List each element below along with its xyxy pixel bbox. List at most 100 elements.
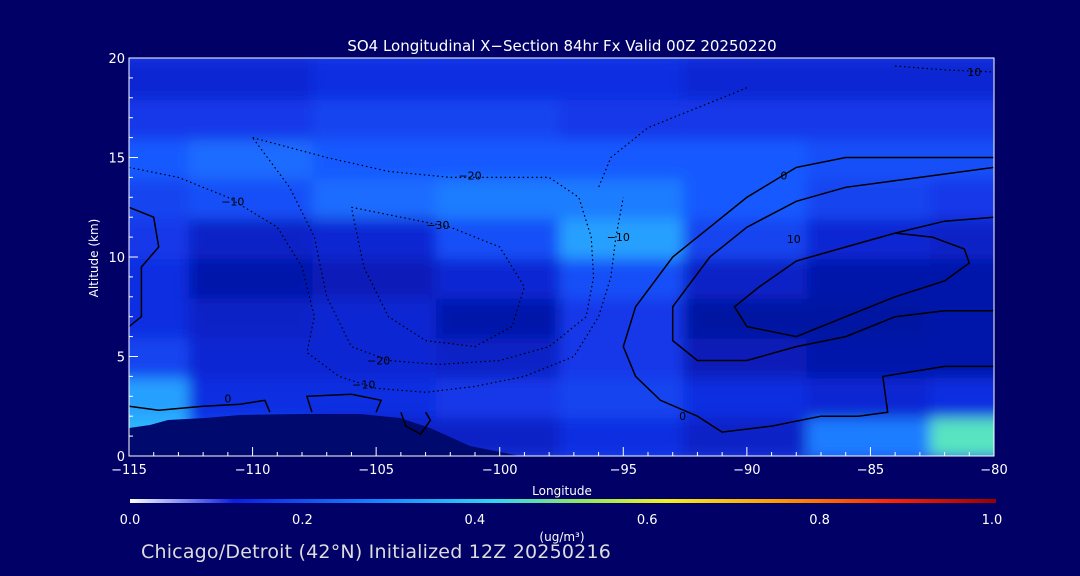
colorbar-ramp xyxy=(130,499,996,503)
chart-title: SO4 Longitudinal X−Section 84hr Fx Valid… xyxy=(347,37,776,55)
heatmap-cell xyxy=(188,175,317,220)
heatmap-cell xyxy=(930,374,994,419)
contour-label: −10 xyxy=(352,378,375,391)
x-tick-label: −115 xyxy=(111,463,147,478)
x-tick-label: −105 xyxy=(358,463,394,478)
heatmap-cell xyxy=(559,58,688,100)
heatmap-cell xyxy=(129,255,193,299)
heatmap-cell xyxy=(435,255,564,299)
contour-label: 0 xyxy=(679,410,686,423)
heatmap-cell xyxy=(559,334,688,379)
contour-label: 10 xyxy=(967,66,981,79)
heatmap-cell xyxy=(806,175,935,220)
heatmap-cell xyxy=(559,294,688,339)
y-tick-label: 10 xyxy=(108,251,125,266)
heatmap-cell xyxy=(806,255,935,299)
colorbar-ticks: 0.0 0.2 0.4 0.6 0.8 1.0 xyxy=(120,513,1003,528)
colorbar-tick-label: 1.0 xyxy=(982,513,1003,528)
heatmap-cell xyxy=(435,175,564,220)
contour-label: 0 xyxy=(224,392,231,405)
x-tick-label: −80 xyxy=(980,463,1007,478)
contour-line-positive xyxy=(622,156,994,433)
heatmap-cell xyxy=(930,58,994,100)
heatmap-cell xyxy=(312,58,440,100)
heatmap-cell xyxy=(435,294,564,339)
concentration-heatmap xyxy=(129,58,994,456)
contour-label: −10 xyxy=(221,195,244,208)
heatmap-cell xyxy=(683,294,811,339)
contour-line-positive xyxy=(305,393,383,413)
x-tick-label: −90 xyxy=(733,463,760,478)
heatmap-cell xyxy=(683,95,811,140)
colorbar-tick-label: 0.4 xyxy=(464,513,485,528)
heatmap-cell xyxy=(435,215,564,259)
heatmap-cell xyxy=(806,95,935,140)
heatmap-cell xyxy=(930,334,994,379)
terrain-mask xyxy=(129,414,520,456)
heatmap-cell xyxy=(559,255,688,299)
contour-label: 0 xyxy=(780,169,787,182)
colorbar-tick-label: 0.0 xyxy=(120,513,141,528)
contour-line-positive xyxy=(671,166,994,362)
contour-line-positive xyxy=(129,399,271,413)
y-tick-label: 0 xyxy=(117,450,125,465)
y-tick-label: 5 xyxy=(117,351,125,366)
contour-line-negative xyxy=(350,206,526,348)
plot-area: 10 −20 −10 −30 −10 0 10 −20 −10 0 0 xyxy=(129,58,994,456)
x-tick-label: −110 xyxy=(235,463,271,478)
x-tick-label: −85 xyxy=(857,463,884,478)
heatmap-cell xyxy=(930,95,994,140)
x-axis-label: Longitude xyxy=(532,484,592,498)
heatmap-cell xyxy=(559,135,688,180)
colorbar-tick-label: 0.8 xyxy=(809,513,830,528)
heatmap-cell xyxy=(806,294,935,339)
heatmap-cell xyxy=(683,334,811,379)
colorbar-tick-label: 0.2 xyxy=(292,513,313,528)
heatmap-cell xyxy=(188,58,317,100)
heatmap-cell xyxy=(129,374,193,419)
heatmap-cell xyxy=(129,294,193,339)
contour-label: −20 xyxy=(458,169,481,182)
heatmap-cell xyxy=(559,374,688,419)
heatmap-cell xyxy=(312,95,440,140)
heatmap-cell xyxy=(188,374,317,419)
heatmap-cell xyxy=(188,95,317,140)
contour-label: −20 xyxy=(367,354,390,367)
heatmap-cell xyxy=(312,334,440,379)
heatmap-cell xyxy=(559,95,688,140)
contour-label: 10 xyxy=(787,233,801,246)
footer-caption: Chicago/Detroit (42°N) Initialized 12Z 2… xyxy=(141,541,612,563)
heatmap-cell xyxy=(188,255,317,299)
y-axis-label: Altitude (km) xyxy=(87,219,101,298)
heatmap-cell xyxy=(312,175,440,220)
y-tick-label: 15 xyxy=(108,152,125,167)
y-axis: 0 5 10 15 20 xyxy=(108,52,138,465)
heatmap-cell xyxy=(435,135,564,180)
heatmap-cell xyxy=(435,58,564,100)
heatmap-cell xyxy=(129,334,193,379)
heatmap-cell xyxy=(806,374,935,419)
heatmap-cell xyxy=(188,294,317,339)
contour-label: −30 xyxy=(426,219,449,232)
heatmap-cell xyxy=(188,215,317,259)
x-axis: −115 −110 −105 −100 −95 −90 −85 −80 xyxy=(111,447,1008,478)
heatmap-cell xyxy=(312,255,440,299)
heatmap-cell xyxy=(930,255,994,299)
heatmap-cell xyxy=(129,95,193,140)
heatmap-cell xyxy=(559,215,688,259)
heatmap-cell xyxy=(683,255,811,299)
contour-line-positive xyxy=(129,206,160,328)
heatmap-cell xyxy=(683,135,811,180)
heatmap-cell xyxy=(930,414,994,456)
heatmap-cell xyxy=(930,175,994,220)
heatmap-cell xyxy=(930,294,994,339)
contour-line-positive xyxy=(733,216,994,338)
contour-labels: 10 −20 −10 −30 −10 0 10 −20 −10 0 0 xyxy=(221,66,981,423)
colorbar-tick-label: 0.6 xyxy=(637,513,658,528)
contour-line-positive xyxy=(400,411,432,436)
heatmap-cell xyxy=(435,334,564,379)
heatmap-cell xyxy=(683,215,811,259)
x-tick-label: −95 xyxy=(610,463,637,478)
heatmap-cell xyxy=(188,334,317,379)
